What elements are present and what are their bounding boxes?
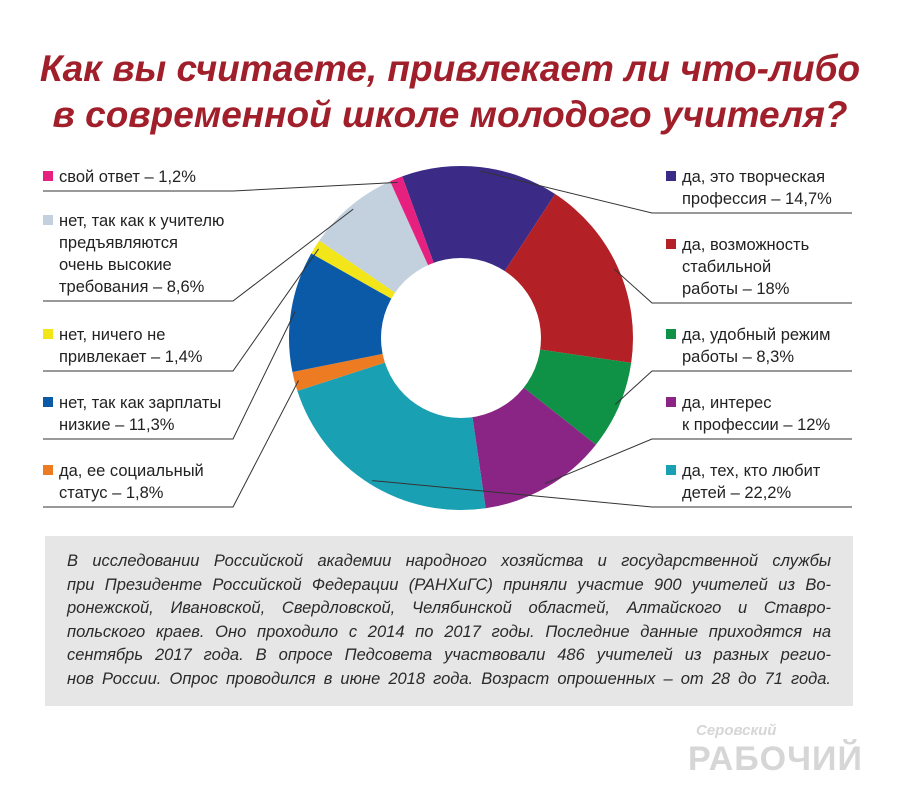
legend-swatch xyxy=(43,465,53,475)
legend-entry: нет, так как зарплаты низкие – 11,3% xyxy=(43,392,221,436)
legend-label: да, возможность стабильной работы – 18% xyxy=(682,236,810,298)
legend-entry: да, интерес к профессии – 12% xyxy=(666,392,830,436)
leader-line xyxy=(43,380,299,508)
logo-line-1: Серовский xyxy=(696,722,777,739)
donut-hole xyxy=(381,258,541,418)
chart-title-line-1: Как вы считаете, привлекает ли что-либо xyxy=(39,48,861,89)
note-line: нов России. Опрос проводился в июне 2018… xyxy=(67,669,831,688)
leader-line xyxy=(43,181,398,192)
leader-line xyxy=(480,170,852,214)
chart-title-line-2: в современной школе молодого учителя? xyxy=(52,94,848,135)
leader-line xyxy=(614,370,852,405)
legend-label: нет, так как к учителю предъявляются оче… xyxy=(59,212,225,296)
note-line: при Президенте Российской Федерации (РАН… xyxy=(67,575,831,594)
legend-label: да, интерес к профессии – 12% xyxy=(682,394,831,434)
leader-line xyxy=(43,248,319,372)
legend-swatch xyxy=(666,397,676,407)
note-line: В исследовании Российской академии народ… xyxy=(67,552,831,570)
legend-label: свой ответ – 1,2% xyxy=(59,168,196,186)
legend-entry: да, удобный режим работы – 8,3% xyxy=(666,324,830,368)
legend-swatch xyxy=(43,215,53,225)
note-line: ронежской, Ивановской, Свердловской, Чел… xyxy=(67,599,831,617)
donut-chart xyxy=(43,166,852,510)
legend-swatch xyxy=(666,171,676,181)
legend-label: нет, ничего не привлекает – 1,4% xyxy=(59,326,203,366)
leader-line xyxy=(544,438,852,485)
legend-swatch xyxy=(43,329,53,339)
legend-swatch xyxy=(43,397,53,407)
legend-label: да, тех, кто любит детей – 22,2% xyxy=(682,462,821,502)
legend-entry: свой ответ – 1,2% xyxy=(43,166,196,188)
note-line: польского краев. Оно проходило с 2014 по… xyxy=(67,622,831,641)
legend-entry: да, тех, кто любит детей – 22,2% xyxy=(666,460,820,504)
legend-swatch xyxy=(43,171,53,181)
legend-entry: нет, так как к учителю предъявляются оче… xyxy=(43,210,224,298)
newspaper-logo: Серовский РАБОЧИЙ xyxy=(688,720,862,780)
legend-entry: да, это творческая профессия – 14,7% xyxy=(666,166,832,210)
chart-title: Как вы считаете, привлекает ли что-либо … xyxy=(0,46,900,138)
legend-label: да, ее социальный статус – 1,8% xyxy=(59,462,204,502)
survey-note: В исследовании Российской академии народ… xyxy=(45,536,853,706)
legend-swatch xyxy=(666,329,676,339)
legend-label: да, удобный режим работы – 8,3% xyxy=(682,326,831,366)
legend-entry: да, возможность стабильной работы – 18% xyxy=(666,234,809,300)
donut-slice xyxy=(402,166,556,338)
leader-lines xyxy=(43,170,852,508)
leader-line xyxy=(372,480,852,508)
legend-label: нет, так как зарплаты низкие – 11,3% xyxy=(59,394,222,434)
leader-line xyxy=(43,311,296,440)
leader-line xyxy=(43,208,354,302)
legend-label: да, это творческая профессия – 14,7% xyxy=(682,168,832,208)
note-line: сентябрь 2017 года. В опросе Педсовета у… xyxy=(67,646,831,664)
legend-entry: нет, ничего не привлекает – 1,4% xyxy=(43,324,202,368)
logo-line-2: РАБОЧИЙ xyxy=(688,740,863,778)
legend-swatch xyxy=(666,465,676,475)
legend-entry: да, ее социальный статус – 1,8% xyxy=(43,460,204,504)
leader-line xyxy=(613,268,852,304)
legend-swatch xyxy=(666,239,676,249)
